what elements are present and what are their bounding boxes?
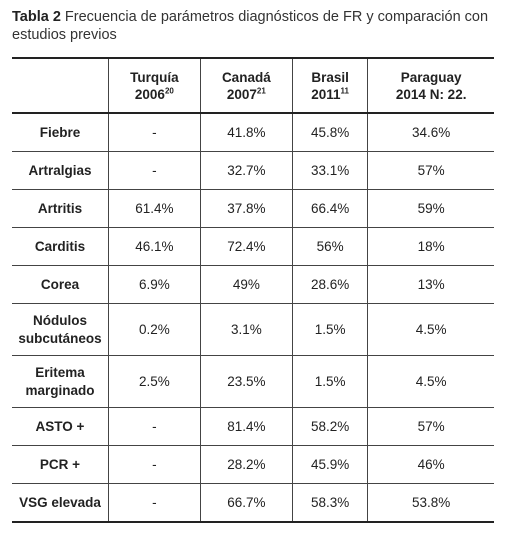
header-line: 2014 N: 22. — [395, 86, 467, 102]
header-line: 2006 — [134, 86, 165, 102]
cell: 34.6% — [367, 113, 494, 152]
header-line: Brasil — [311, 69, 349, 85]
cell: 23.5% — [199, 355, 293, 408]
header-line: Canadá — [221, 69, 271, 85]
table-row: Carditis 46.1% 72.4% 56% 18% — [12, 227, 494, 266]
cell: 1.5% — [291, 355, 368, 408]
cell: 59% — [367, 189, 494, 228]
cell: 45.8% — [291, 113, 368, 152]
table-row: Nódulos subcutáneos 0.2% 3.1% 1.5% 4.5% — [12, 303, 494, 356]
cell: 57% — [367, 151, 494, 190]
row-label: Nódulos subcutáneos — [12, 303, 109, 356]
cell: 46% — [367, 445, 494, 484]
cell: 66.7% — [199, 483, 293, 522]
cell: 66.4% — [291, 189, 368, 228]
cell: 58.3% — [291, 483, 368, 522]
cell: 53.8% — [367, 483, 494, 522]
cell: 13% — [367, 265, 494, 304]
reference: 11 — [340, 86, 350, 95]
row-label: VSG elevada — [12, 483, 109, 522]
caption: Tabla 2 Frecuencia de parámetros diagnós… — [12, 8, 502, 44]
cell: 28.2% — [199, 445, 293, 484]
header-cell: Turquía 200620 — [108, 58, 201, 114]
cell: 72.4% — [199, 227, 293, 266]
caption-label: Tabla 2 — [12, 9, 61, 25]
table-head: Turquía 200620 Canadá 200721 Brasil 201111 Par… — [12, 58, 494, 114]
row-label: Fiebre — [39, 124, 81, 140]
corner-cell — [12, 58, 109, 114]
row-label: ASTO + — [12, 407, 109, 446]
header-row: Turquía 200620 Canadá 200721 Brasil 201111 Par… — [12, 58, 494, 114]
header-cell: Paraguay 2014 N: 22. — [367, 58, 494, 114]
caption-text: Frecuencia de parámetros diagnósticos de… — [12, 9, 489, 43]
table-row: Fiebre -41.8% 45.8% 34.6% — [12, 113, 494, 152]
table-row: Artritis 61.4% 37.8% 66.4% 59% — [12, 189, 494, 228]
cell: 32.7% — [199, 151, 293, 190]
row-label: Corea — [12, 265, 109, 304]
cell: 37.8% — [199, 189, 293, 228]
reference: 21 — [256, 86, 266, 95]
cell: - — [108, 445, 201, 484]
row-label: PCR + — [12, 445, 109, 484]
reference: 20 — [164, 86, 174, 95]
table-row: Artralgias -32.7% 33.1% 57% — [12, 151, 494, 190]
table-row: ASTO + -81.4% 58.2% 57% — [12, 407, 494, 446]
cell: - — [108, 483, 201, 522]
cell: 28.6% — [291, 265, 368, 304]
cell: 2.5% — [108, 355, 201, 408]
cell: 0.2% — [108, 303, 201, 356]
cell: 49% — [199, 265, 293, 304]
cell: 18% — [367, 227, 494, 266]
table-row: VSG elevada -66.7% 58.3% 53.8% — [12, 483, 494, 522]
cell: 6.9% — [108, 265, 201, 304]
cell: 57% — [367, 407, 494, 446]
cell: - — [108, 407, 201, 446]
header-line: Turquía — [130, 69, 179, 85]
cell: 4.5% — [367, 355, 494, 408]
cell: 41.8% — [199, 113, 293, 152]
row-label: Eritema marginado — [12, 355, 109, 408]
table-row: Corea 6.9% 49% 28.6% 13% — [12, 265, 494, 304]
cell: 1.5% — [291, 303, 368, 356]
header-line: 2007 — [226, 86, 257, 102]
cell: - — [108, 151, 201, 190]
cell: 61.4% — [108, 189, 201, 228]
table: Turquía 200620 Canadá 200721 Brasil 201111 Par… — [12, 57, 494, 523]
row-label: Carditis — [12, 227, 109, 266]
table-row: Eritema marginado 2.5% 23.5% 1.5% 4.5% — [12, 355, 494, 408]
row-label: Artralgias — [12, 151, 109, 190]
cell: - — [108, 113, 201, 152]
table-row: PCR + -28.2% 45.9% 46% — [12, 445, 494, 484]
cell: 58.2% — [291, 407, 368, 446]
cell: 33.1% — [291, 151, 368, 190]
cell: 56% — [291, 227, 368, 266]
table-body: Fiebre -41.8% 45.8% 34.6% Artralgias -32.7% 33… — [12, 113, 494, 522]
header-cell: Brasil 201111 — [291, 58, 368, 114]
cell: 4.5% — [367, 303, 494, 356]
cell: 45.9% — [291, 445, 368, 484]
row-label: Artritis — [12, 189, 109, 228]
cell: 46.1% — [108, 227, 201, 266]
header-line: 2011 — [311, 86, 341, 102]
header-cell: Canadá 200721 — [199, 58, 293, 114]
header-line: Paraguay — [400, 69, 462, 85]
cell: 3.1% — [199, 303, 293, 356]
cell: 81.4% — [199, 407, 293, 446]
